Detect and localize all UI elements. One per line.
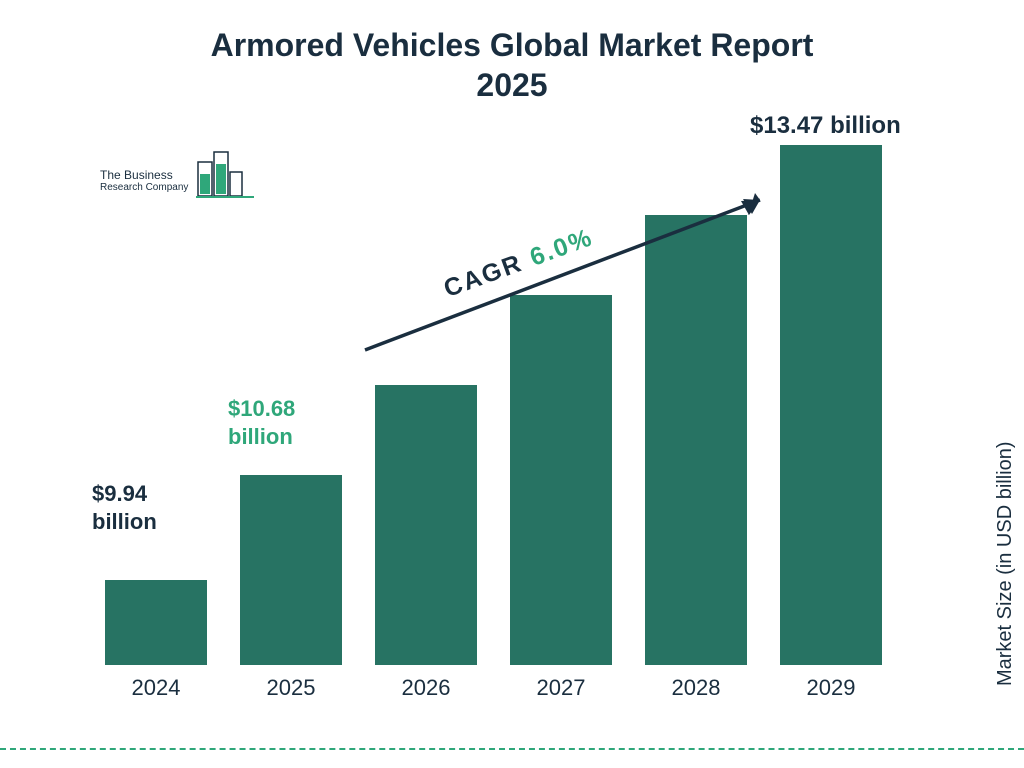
logo-line-2: Research Company — [100, 182, 188, 194]
y-axis-label: Market Size (in USD billion) — [995, 442, 1018, 687]
trend-arrow-icon — [355, 185, 785, 365]
logo-text: The Business Research Company — [100, 168, 188, 194]
bar-2029 — [780, 145, 882, 665]
x-axis-label-2026: 2026 — [361, 675, 491, 701]
buildings-icon — [196, 150, 256, 200]
x-axis-label-2028: 2028 — [631, 675, 761, 701]
value-label-2029: $13.47 billion — [750, 112, 901, 140]
cagr-annotation: CAGR6.0% — [355, 185, 785, 345]
title-line-2: 2025 — [476, 67, 547, 103]
bar-2025 — [240, 475, 342, 665]
company-logo: The Business Research Company — [100, 150, 256, 200]
logo-line-1: The Business — [100, 168, 188, 182]
bar-2024 — [105, 580, 207, 665]
x-axis-label-2029: 2029 — [766, 675, 896, 701]
value-label-2024: $9.94 billion — [92, 480, 157, 535]
divider-line — [0, 748, 1024, 750]
bar-2026 — [375, 385, 477, 665]
chart-title: Armored Vehicles Global Market Report 20… — [0, 25, 1024, 105]
title-line-1: Armored Vehicles Global Market Report — [211, 27, 814, 63]
x-axis-label-2027: 2027 — [496, 675, 626, 701]
x-axis-label-2025: 2025 — [226, 675, 356, 701]
x-axis-label-2024: 2024 — [91, 675, 221, 701]
value-label-2025: $10.68 billion — [228, 395, 295, 450]
